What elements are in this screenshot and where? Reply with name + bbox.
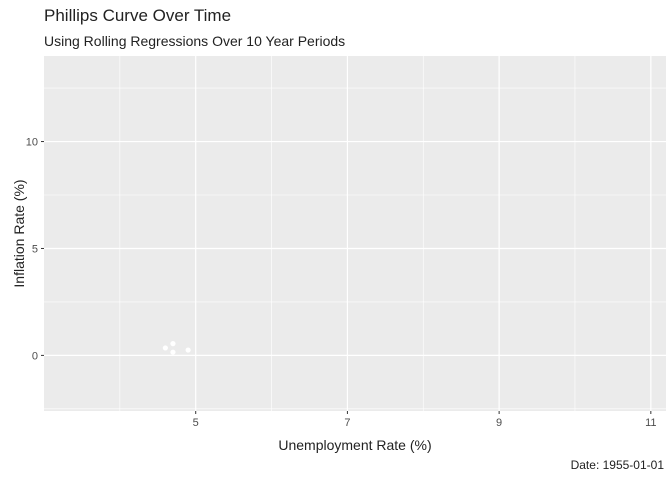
x-axis-ticks: 5 7 9 11 [193, 411, 657, 429]
data-point [170, 349, 176, 355]
x-tick-label: 9 [496, 417, 502, 429]
y-tick-label: 5 [32, 243, 38, 255]
chart-title: Phillips Curve Over Time [44, 6, 232, 25]
y-tick-label: 10 [26, 137, 38, 149]
plot-panel [44, 56, 666, 411]
x-tick-label: 11 [645, 417, 656, 429]
x-axis-title: Unemployment Rate (%) [278, 437, 431, 453]
y-axis-ticks: 0 5 10 [26, 137, 44, 362]
data-point [185, 347, 191, 353]
major-gridlines [44, 56, 666, 411]
x-tick-label: 7 [344, 417, 350, 429]
x-tick-label: 5 [193, 417, 199, 429]
data-points [162, 341, 191, 355]
data-point [170, 341, 176, 347]
minor-gridlines [44, 56, 666, 411]
y-tick-label: 0 [32, 350, 38, 362]
data-point [162, 345, 168, 351]
chart-caption: Date: 1955-01-01 [570, 458, 664, 472]
chart-subtitle: Using Rolling Regressions Over 10 Year P… [44, 33, 346, 49]
y-axis-title: Inflation Rate (%) [11, 179, 27, 287]
